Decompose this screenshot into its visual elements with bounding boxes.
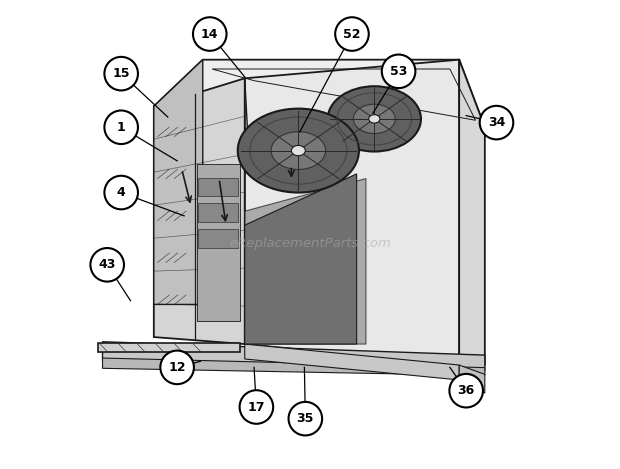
Polygon shape [154, 60, 485, 127]
Polygon shape [198, 178, 237, 196]
Ellipse shape [237, 109, 359, 193]
Circle shape [104, 176, 138, 209]
Polygon shape [245, 179, 366, 344]
Text: 52: 52 [343, 28, 361, 40]
Polygon shape [245, 174, 356, 344]
Text: 14: 14 [201, 28, 218, 40]
Polygon shape [198, 229, 237, 248]
Circle shape [288, 402, 322, 435]
Polygon shape [154, 60, 203, 304]
Text: 12: 12 [169, 361, 186, 374]
Ellipse shape [271, 132, 326, 169]
Circle shape [104, 57, 138, 91]
Text: 53: 53 [390, 65, 407, 78]
Polygon shape [197, 164, 240, 321]
Circle shape [239, 390, 273, 424]
Polygon shape [98, 343, 240, 353]
Polygon shape [154, 78, 245, 344]
Polygon shape [459, 60, 485, 365]
Ellipse shape [328, 86, 421, 151]
Circle shape [382, 54, 415, 88]
Polygon shape [198, 203, 237, 222]
Text: eReplacementParts.com: eReplacementParts.com [229, 237, 391, 250]
Polygon shape [102, 342, 485, 371]
Polygon shape [245, 344, 459, 380]
Circle shape [104, 111, 138, 144]
Circle shape [480, 106, 513, 139]
Circle shape [161, 351, 194, 384]
Polygon shape [459, 365, 485, 393]
Circle shape [450, 374, 483, 408]
Text: 36: 36 [458, 384, 475, 397]
Text: 43: 43 [99, 258, 116, 271]
Text: 17: 17 [247, 401, 265, 414]
Circle shape [91, 248, 124, 281]
Ellipse shape [291, 145, 305, 156]
Circle shape [193, 17, 226, 51]
Polygon shape [102, 358, 485, 376]
Ellipse shape [353, 104, 396, 134]
Text: 35: 35 [296, 412, 314, 425]
Text: 15: 15 [112, 67, 130, 80]
Text: 1: 1 [117, 121, 126, 134]
Text: 4: 4 [117, 186, 126, 199]
Polygon shape [245, 60, 459, 365]
Text: 34: 34 [488, 116, 505, 129]
Circle shape [335, 17, 369, 51]
Ellipse shape [369, 115, 380, 123]
